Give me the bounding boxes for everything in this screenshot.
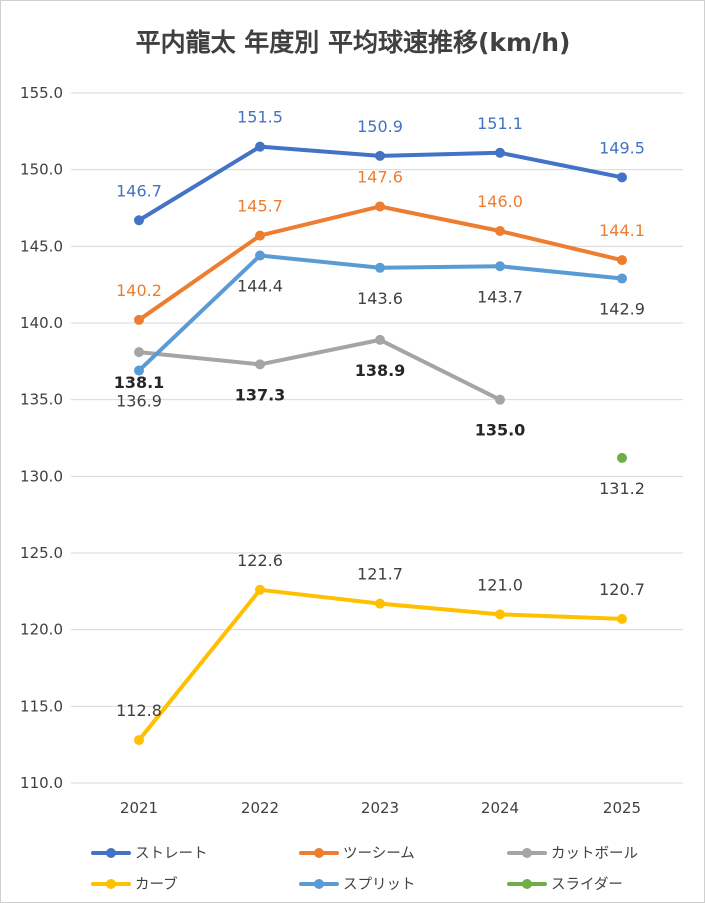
legend-item[interactable]: カットボール [507, 845, 638, 862]
legend-marker [106, 879, 116, 889]
data-label: 137.3 [235, 385, 286, 404]
legend-item[interactable]: ストレート [91, 846, 208, 862]
series-line-4 [137, 253, 624, 373]
data-point [255, 584, 265, 595]
legend-marker [522, 879, 532, 889]
data-label: 121.7 [357, 565, 403, 584]
data-point [495, 147, 505, 158]
y-tick-label: 110.0 [20, 774, 63, 792]
data-point [255, 141, 265, 152]
data-label: 138.1 [114, 373, 165, 392]
legend-label: カットボール [551, 845, 638, 862]
series-line-2 [137, 337, 502, 402]
data-label: 135.0 [475, 421, 526, 440]
data-label: 120.7 [599, 580, 645, 599]
x-tick-label: 2023 [361, 799, 399, 817]
data-label: 151.5 [237, 108, 283, 127]
y-tick-label: 155.0 [20, 84, 63, 102]
data-point [495, 609, 505, 620]
data-label: 146.7 [116, 181, 162, 200]
chart-title: 平内龍太 年度別 平均球速推移(km/h) [136, 28, 571, 57]
data-label: 144.1 [599, 221, 645, 240]
y-tick-label: 140.0 [20, 314, 63, 332]
x-tick-label: 2022 [241, 799, 279, 817]
data-label: 144.4 [237, 277, 283, 296]
data-label: 146.0 [477, 192, 523, 211]
y-tick-label: 125.0 [20, 544, 63, 562]
data-label: 150.9 [357, 117, 403, 136]
data-label: 138.9 [355, 361, 406, 380]
y-tick-label: 150.0 [20, 161, 63, 179]
data-point [134, 347, 144, 358]
data-label: 143.7 [477, 287, 523, 306]
y-tick-label: 145.0 [20, 237, 63, 255]
data-point [617, 273, 627, 284]
data-label: 136.9 [116, 392, 162, 411]
y-tick-label: 120.0 [20, 621, 63, 639]
y-tick-label: 130.0 [20, 467, 63, 485]
data-label: 131.2 [599, 479, 645, 498]
data-point [495, 226, 505, 236]
legend-item[interactable]: スプリット [299, 876, 416, 893]
data-point [617, 255, 627, 266]
data-point [375, 334, 385, 345]
legend-marker [314, 848, 324, 858]
legend-label: スライダー [551, 876, 623, 893]
x-tick-label: 2024 [481, 799, 519, 817]
legend-label: カーブ [135, 875, 178, 893]
data-label: 145.7 [237, 197, 283, 216]
data-point [617, 613, 627, 624]
legend-item[interactable]: ツーシーム [299, 846, 415, 862]
legend-label: ストレート [135, 846, 208, 862]
legend-marker [106, 848, 116, 858]
data-point [375, 262, 385, 273]
data-point [375, 150, 385, 161]
data-label: 140.2 [116, 281, 162, 300]
legend-label: スプリット [343, 876, 416, 893]
data-label: 142.9 [599, 300, 645, 319]
data-point [617, 172, 627, 183]
legend-marker [522, 848, 532, 858]
data-point [495, 394, 505, 405]
data-point [495, 261, 505, 272]
y-axis: 110.0 115.0 120.0 125.0 130.0 135.0 140.0 145.0… [20, 84, 63, 792]
y-tick-label: 135.0 [20, 391, 63, 409]
x-tick-label: 2021 [120, 799, 158, 817]
data-point [255, 230, 265, 241]
data-label: 112.8 [116, 701, 162, 720]
data-point [617, 452, 627, 463]
data-label: 122.6 [237, 551, 283, 570]
data-label: 151.1 [477, 114, 523, 133]
y-tick-label: 115.0 [20, 697, 63, 715]
legend-item[interactable]: カーブ [91, 875, 178, 893]
data-label: 147.6 [357, 167, 403, 186]
data-label: 143.6 [357, 289, 403, 308]
series-group [134, 141, 627, 746]
x-axis: 2021 2022 2023 2024 2025 [120, 799, 641, 817]
data-label: 121.0 [477, 575, 523, 594]
data-point [375, 598, 385, 609]
data-labels: 146.7 151.5 150.9 151.1 149.5 140.2 145.7 147.6… [114, 108, 645, 720]
data-point [134, 314, 144, 325]
legend-item[interactable]: スライダー [507, 876, 623, 893]
data-point [134, 215, 144, 226]
data-point [255, 359, 265, 370]
legend-label: ツーシーム [343, 846, 415, 862]
x-tick-label: 2025 [603, 799, 641, 817]
gridlines [71, 92, 683, 784]
legend-marker [314, 879, 324, 889]
data-point [375, 201, 385, 212]
data-point [134, 735, 144, 746]
data-point [255, 250, 265, 261]
data-point [134, 365, 144, 376]
data-label: 149.5 [599, 138, 645, 157]
series-line-3 [137, 587, 624, 743]
